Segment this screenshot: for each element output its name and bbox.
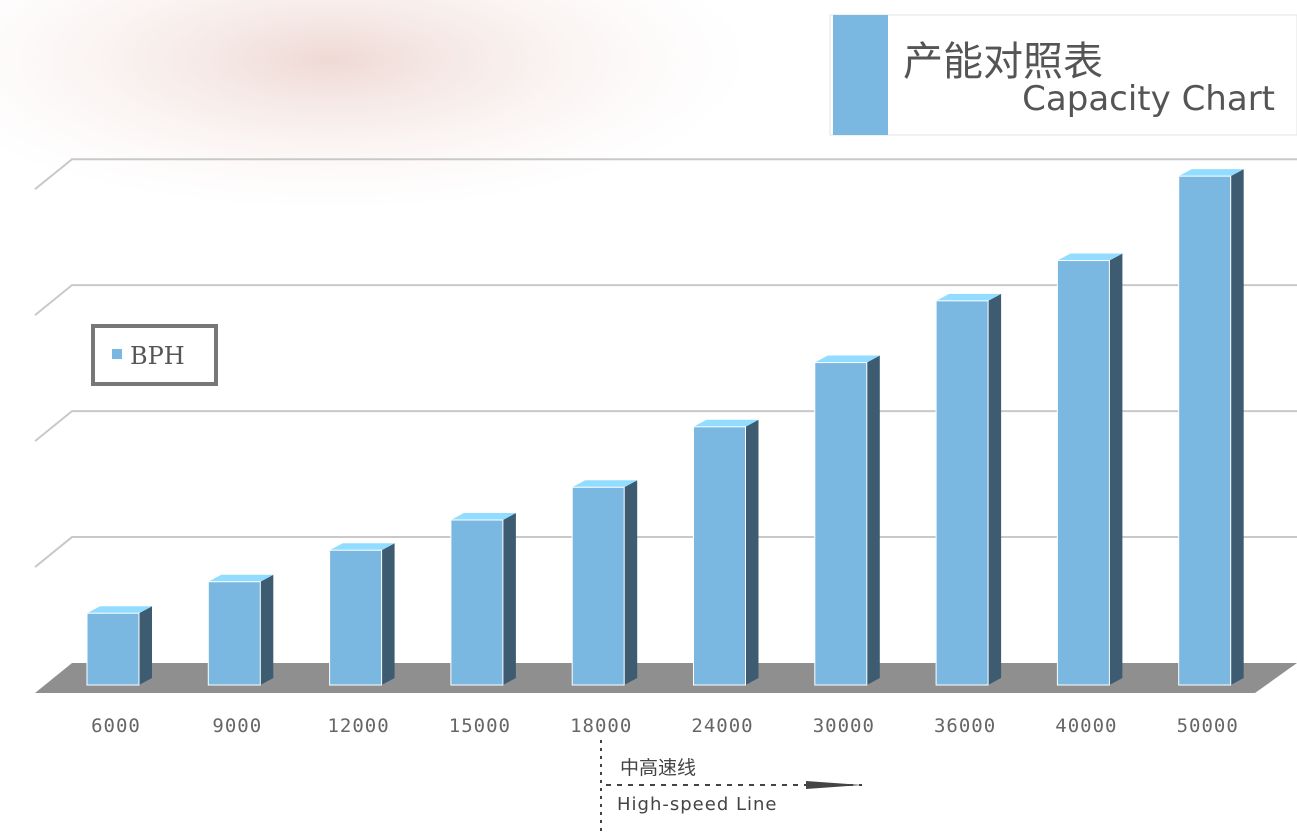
bar [329,543,395,686]
bar-top [814,355,880,363]
bar-side [624,480,638,685]
bar-top [208,574,274,582]
bar-front [329,549,383,686]
bar [450,513,516,686]
bar [1178,169,1244,686]
grid-line [34,410,1297,442]
title-panel [829,14,1297,136]
x-tick-label: 6000 [91,715,141,737]
bar-front [207,581,261,686]
x-tick-label: 50000 [1177,715,1239,737]
legend: BPH [91,324,218,386]
bar [86,606,152,686]
bar-front [814,362,868,686]
bar-front [86,612,140,686]
bar-top [1057,253,1123,261]
title-accent [833,15,888,135]
bar [571,480,638,686]
x-tick-label: 15000 [449,715,511,737]
bar-front [1178,175,1232,686]
legend-label: BPH [130,342,185,370]
x-axis: 6000 9000 12000 15000 18000 24000 30000 36000 40… [91,715,1239,737]
bar-front [571,486,625,686]
grid-line [34,536,1297,568]
bar-side [381,543,395,685]
chart-subtitle: Capacity Chart [1022,79,1275,119]
x-tick-label: 9000 [212,715,262,737]
bar-top [572,480,638,488]
x-tick-label: 30000 [813,715,875,737]
annotation-text: High-speed Line [617,794,777,815]
bar [814,355,880,686]
bar-side [866,355,880,685]
bar-front [1056,260,1110,686]
annotation: 中高速线 High-speed Line [600,740,862,833]
bar-front [935,300,989,686]
background-decoration [0,0,750,210]
bar-front [450,519,504,686]
bar-top [1178,169,1244,177]
bar-front [693,426,746,686]
bars [86,169,1244,686]
grid [34,158,1297,568]
bar [1056,253,1123,686]
bar-top [450,513,516,521]
legend-swatch [112,349,122,359]
bar-side [139,606,152,685]
bar-side [1230,169,1244,686]
x-tick-label: 40000 [1055,715,1117,737]
bar-side [1109,253,1123,686]
grid-line [34,158,1297,190]
chart-title: 产能对照表 [903,39,1103,85]
bar-side [988,293,1002,685]
bar [693,419,759,686]
bar [935,293,1002,686]
bar-side [745,419,759,685]
bar-side [260,574,274,685]
x-tick-label: 12000 [327,715,389,737]
bar-top [329,543,395,551]
bar-top [87,606,152,614]
x-tick-label: 36000 [934,715,996,737]
bar-side [502,513,516,685]
bar-top [693,419,759,427]
annotation-text: 中高速线 [620,757,696,779]
x-tick-label: 24000 [691,715,753,737]
title-box: 产能对照表 Capacity Chart [829,14,1297,136]
bar [207,574,274,686]
bar-top [936,293,1002,301]
grid-line [34,284,1297,316]
legend-box [91,324,218,386]
x-tick-label: 18000 [570,715,632,737]
